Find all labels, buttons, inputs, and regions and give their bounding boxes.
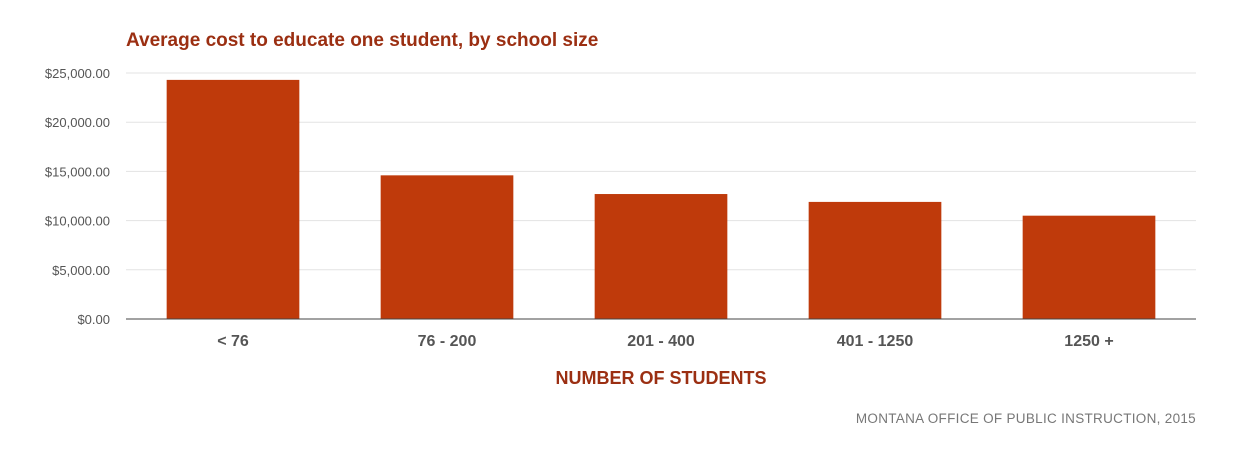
y-tick-label: $0.00 — [77, 312, 110, 327]
bar — [808, 201, 942, 319]
bars — [166, 79, 1156, 319]
y-tick-label: $25,000.00 — [45, 66, 110, 81]
y-tick-label: $5,000.00 — [52, 263, 110, 278]
bar — [166, 79, 300, 319]
x-tick-label: 76 - 200 — [418, 333, 477, 350]
x-tick-label: 401 - 1250 — [837, 333, 914, 350]
y-tick-label: $20,000.00 — [45, 115, 110, 130]
gridlines — [126, 72, 1196, 271]
x-tick-label: 1250 + — [1064, 333, 1113, 350]
x-axis-label: NUMBER OF STUDENTS — [556, 368, 767, 388]
x-axis-ticks: < 76 76 - 200 201 - 400 401 - 1250 1250 + — [217, 333, 1113, 350]
bar — [594, 194, 728, 319]
x-tick-label: 201 - 400 — [627, 333, 695, 350]
x-tick-label: < 76 — [217, 333, 249, 350]
chart-title: Average cost to educate one student, by … — [126, 30, 598, 51]
bar — [380, 175, 514, 319]
bar — [1022, 215, 1156, 319]
source-note: MONTANA OFFICE OF PUBLIC INSTRUCTION, 20… — [856, 411, 1196, 426]
y-tick-label: $10,000.00 — [45, 214, 110, 229]
y-axis-ticks: $0.00 $5,000.00 $10,000.00 $15,000.00 $20,00… — [45, 66, 110, 327]
y-tick-label: $15,000.00 — [45, 164, 110, 179]
